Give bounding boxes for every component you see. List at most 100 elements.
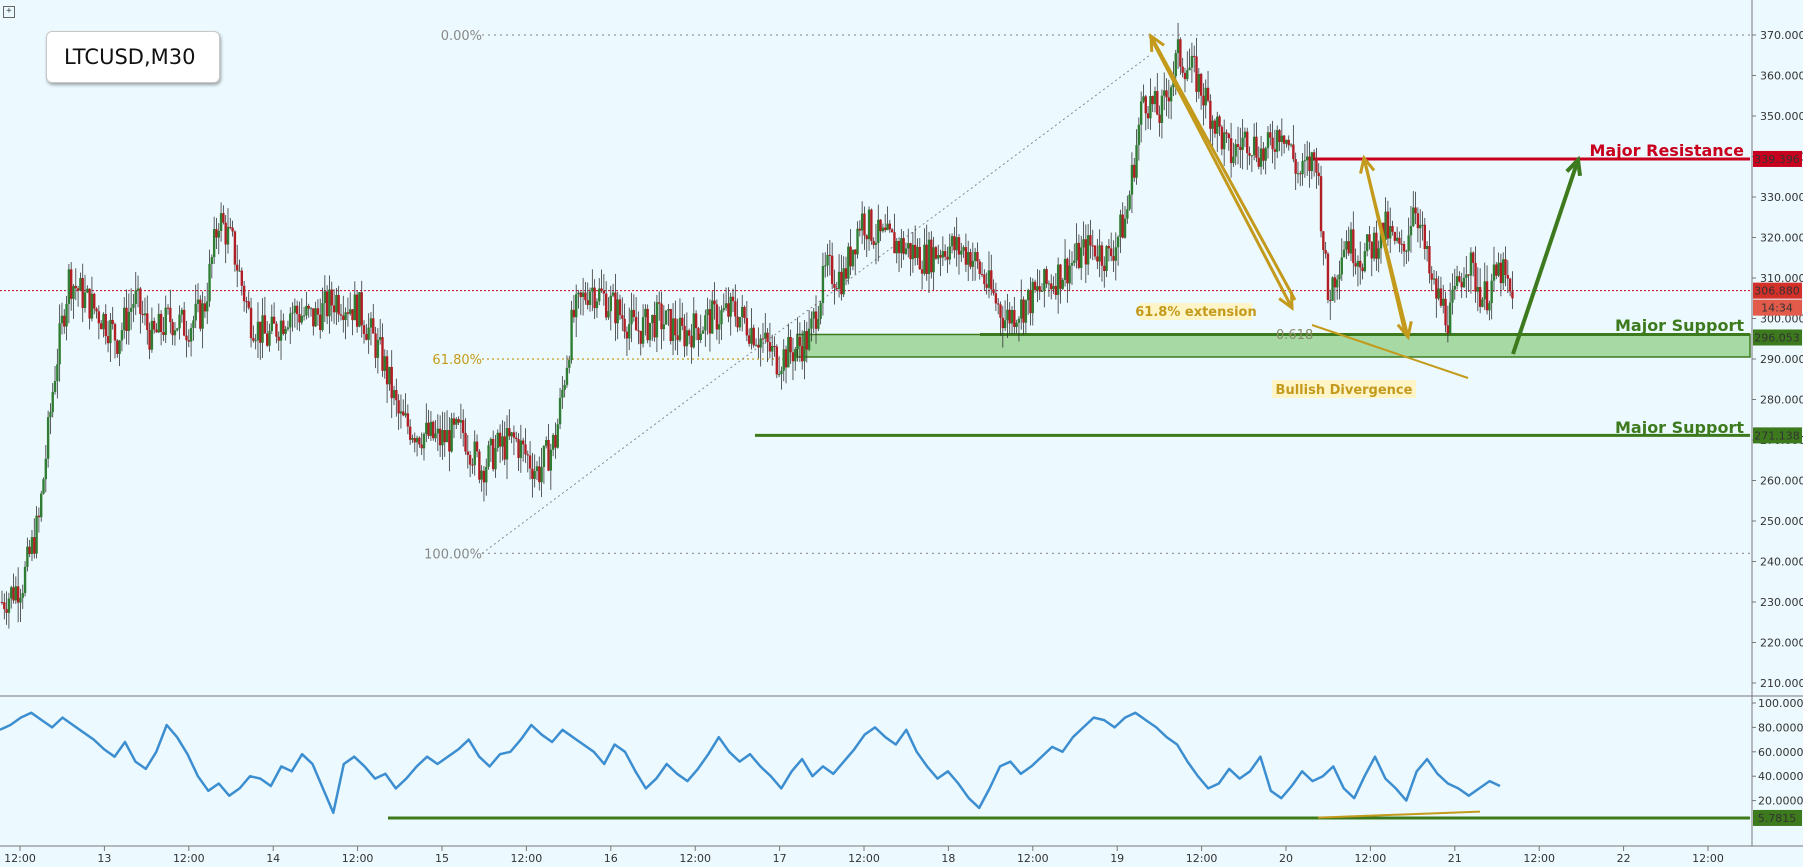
- candle-body: [261, 315, 264, 343]
- candle-body: [591, 287, 594, 292]
- candle-body: [194, 303, 197, 321]
- rsi-divergence-line: [1317, 810, 1481, 819]
- candle-body: [399, 411, 403, 414]
- candle-body: [1269, 132, 1272, 138]
- candle-body: [1305, 156, 1309, 161]
- candle-body: [180, 309, 184, 315]
- time-tick-label: 22: [1617, 852, 1631, 865]
- candle-body: [727, 303, 730, 317]
- candle-body: [913, 244, 917, 259]
- candle-body: [750, 327, 753, 344]
- candle-body: [630, 309, 633, 325]
- candle-body: [388, 366, 391, 385]
- candle-body: [1137, 124, 1141, 146]
- price-tick-label: 280.000: [1760, 394, 1803, 407]
- candle-body: [1453, 285, 1456, 290]
- candle-body: [814, 311, 818, 329]
- candle-body: [355, 294, 359, 327]
- candle-body: [1310, 152, 1314, 172]
- fib-100-label: 100.00%: [424, 547, 482, 562]
- candle-body: [856, 228, 859, 255]
- candle-body: [1225, 132, 1228, 134]
- candle-body: [1174, 53, 1177, 77]
- candle-body: [1483, 281, 1486, 300]
- hidden-dummy-head: [1139, 174, 1154, 191]
- candle-body: [316, 308, 320, 315]
- candle-body: [501, 436, 504, 447]
- candle-body: [457, 419, 460, 423]
- candle-body: [482, 470, 486, 483]
- candle-body: [1455, 276, 1459, 286]
- price-tick-label: 300.000: [1760, 313, 1803, 326]
- candle-body: [1278, 130, 1281, 142]
- candle-body: [125, 307, 128, 331]
- candle-body: [616, 299, 619, 324]
- candle-body: [176, 328, 179, 331]
- fib-0-label: 0.00%: [441, 29, 482, 44]
- candle-body: [199, 299, 202, 329]
- candle-body: [664, 310, 668, 325]
- candle-body: [86, 288, 89, 293]
- candle-body: [609, 295, 612, 312]
- candle-body: [1144, 96, 1147, 114]
- candle-body: [1229, 138, 1233, 164]
- candle-body: [637, 330, 640, 332]
- candle-body: [51, 391, 54, 413]
- candle-body: [1448, 302, 1452, 334]
- candle-body: [950, 236, 954, 247]
- candle-body: [1333, 277, 1337, 288]
- candle-body: [210, 257, 214, 264]
- candle-body: [5, 609, 8, 613]
- candle-body: [916, 246, 919, 259]
- candle-body: [1163, 90, 1166, 96]
- candle-body: [196, 299, 200, 304]
- time-tick-label: 12:00: [848, 852, 880, 865]
- candle-body: [621, 315, 624, 319]
- candle-body: [697, 328, 700, 341]
- support-badge: 296.053: [1754, 331, 1800, 344]
- candle-body: [298, 314, 301, 323]
- candle-body: [93, 293, 96, 309]
- timer-badge: 14:34: [1761, 302, 1793, 315]
- candle-body: [487, 445, 490, 467]
- candle-body: [141, 313, 144, 316]
- candle-body: [973, 252, 977, 261]
- candle-body: [182, 309, 186, 336]
- candle-body: [229, 226, 232, 228]
- candle-body: [1017, 318, 1021, 323]
- time-tick-label: 21: [1448, 852, 1462, 865]
- candle-body: [741, 306, 744, 318]
- candle-body: [265, 333, 269, 346]
- candle-body: [143, 313, 147, 316]
- candle-body: [1151, 95, 1154, 105]
- chart-menu-icon[interactable]: +: [3, 6, 15, 18]
- candle-body: [88, 288, 91, 319]
- candle-body: [937, 255, 940, 259]
- candle-body: [1435, 278, 1438, 299]
- candle-body: [1006, 309, 1009, 321]
- candle-body: [614, 292, 617, 324]
- candle-body: [1096, 256, 1099, 262]
- price-tick-label: 240.000: [1760, 556, 1803, 569]
- candle-body: [33, 537, 36, 554]
- candle-body: [1384, 211, 1387, 240]
- candle-body: [1232, 156, 1235, 164]
- candle-body: [1264, 148, 1267, 161]
- candle-body: [759, 338, 762, 348]
- candle-body: [1075, 242, 1078, 261]
- candle-body: [512, 432, 516, 438]
- candle-body: [104, 313, 107, 337]
- candle-body: [369, 318, 373, 328]
- candle-body: [897, 241, 901, 254]
- candle-body: [851, 249, 855, 267]
- candle-body: [524, 444, 527, 455]
- candle-body: [969, 252, 972, 267]
- candle-body: [1437, 288, 1440, 299]
- candle-body: [623, 318, 626, 332]
- candle-body: [1418, 224, 1422, 229]
- candle-body: [1149, 95, 1152, 119]
- candle-body: [1116, 236, 1120, 248]
- candle-body: [7, 598, 11, 613]
